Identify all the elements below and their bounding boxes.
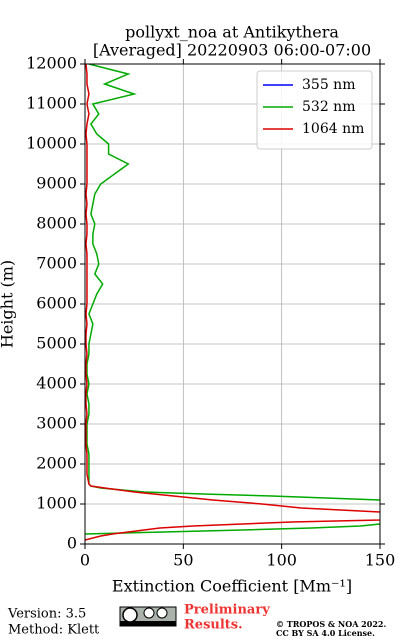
x-tick-label: 0 [80,551,90,570]
notice: Preliminary [184,603,270,618]
chart-title: pollyxt_noa at Antikythera [125,23,339,42]
y-tick-label: 10000 [26,134,77,153]
version: Version: 3.5 [7,607,86,622]
x-tick-label: 150 [365,551,396,570]
chart-subtitle: [Averaged] 20220903 06:00-07:00 [93,41,371,60]
y-tick-label: 3000 [36,414,77,433]
cc-badge [119,606,177,627]
y-tick-label: 0 [67,534,77,553]
y-tick-label: 12000 [26,54,77,73]
y-tick-label: 7000 [36,254,77,273]
plot-frame [84,63,381,545]
y-tick-label: 6000 [36,294,77,313]
legend-label: 532 nm [302,99,355,115]
legend-label: 355 nm [302,77,355,93]
x-tick-label: 100 [266,551,297,570]
plot-area [85,64,380,541]
x-tick-label: 50 [173,551,193,570]
y-tick-label: 5000 [36,334,77,353]
legend-label: 1064 nm [302,121,364,137]
y-tick-label: 4000 [36,374,77,393]
y-tick-label: 2000 [36,454,77,473]
copyright: CC BY SA 4.0 License. [276,628,375,638]
copyright: © TROPOS & NOA 2022. [276,619,386,629]
profile-line [85,64,380,541]
y-tick-label: 8000 [36,214,77,233]
y-axis-label: Height (m) [0,260,17,348]
y-tick-label: 11000 [26,94,77,113]
method: Method: Klett [8,623,100,638]
notice: Results. [184,618,243,633]
x-axis-label: Extinction Coefficient [Mm⁻¹] [112,577,352,596]
y-tick-label: 9000 [36,174,77,193]
profile-line [85,64,380,535]
y-tick-label: 1000 [36,494,77,513]
